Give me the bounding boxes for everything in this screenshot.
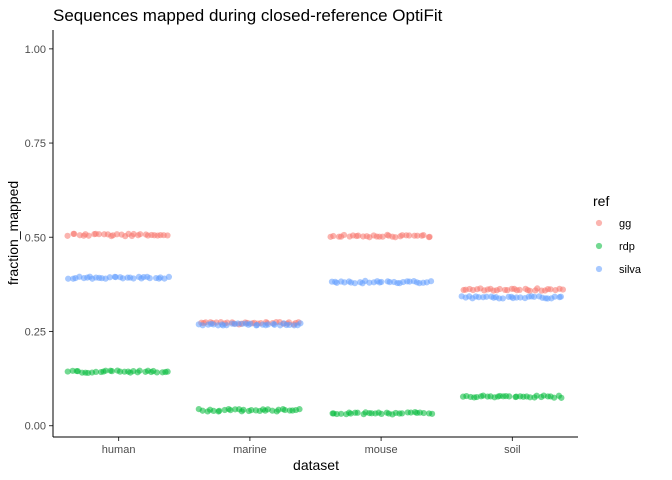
- data-point-rdp-marine: [296, 406, 303, 413]
- data-point-gg-human: [95, 231, 103, 238]
- data-point-silva-soil: [483, 293, 490, 300]
- data-point-gg-soil: [559, 286, 567, 293]
- data-point-rdp-human: [136, 367, 143, 374]
- data-point-rdp-mouse: [420, 409, 427, 417]
- data-point-gg-soil: [516, 286, 523, 294]
- data-point-rdp-mouse: [428, 410, 436, 417]
- data-point-gg-mouse: [414, 232, 421, 239]
- data-point-silva-marine: [264, 321, 272, 328]
- legend-key-rdp: [595, 242, 603, 250]
- data-point-silva-marine: [247, 320, 254, 327]
- legend: ref gg rdp silva: [593, 193, 642, 276]
- y-tick-label: 0.50: [25, 232, 46, 244]
- data-point-rdp-soil: [526, 394, 534, 401]
- data-point-rdp-mouse: [337, 410, 345, 417]
- data-point-silva-marine: [297, 320, 304, 327]
- data-point-silva-human: [106, 274, 113, 281]
- data-point-rdp-marine: [216, 407, 223, 414]
- x-tick-label: mouse: [365, 444, 398, 456]
- data-point-rdp-mouse: [354, 409, 361, 416]
- data-point-rdp-soil: [506, 393, 513, 400]
- y-tick-label: 0.00: [25, 421, 46, 433]
- data-point-silva-marine: [253, 321, 261, 329]
- data-point-silva-human: [112, 274, 119, 281]
- data-point-rdp-marine: [227, 407, 234, 414]
- x-axis: human marine mouse soil: [102, 437, 521, 456]
- data-point-gg-human: [71, 230, 78, 237]
- data-points: [64, 230, 567, 418]
- legend-label-gg: gg: [619, 218, 631, 230]
- data-point-silva-mouse: [427, 278, 435, 285]
- data-point-gg-human: [85, 232, 92, 239]
- legend-title: ref: [593, 193, 609, 209]
- data-point-gg-human: [64, 232, 71, 239]
- data-point-gg-mouse: [355, 232, 362, 239]
- data-point-silva-soil: [557, 293, 564, 300]
- data-point-silva-soil: [517, 294, 524, 301]
- data-point-rdp-marine: [240, 406, 247, 413]
- data-point-silva-human: [130, 275, 137, 282]
- legend-key-silva: [595, 265, 603, 273]
- data-point-silva-soil: [499, 295, 506, 302]
- x-axis-title: dataset: [293, 457, 339, 473]
- x-tick-label: marine: [233, 444, 267, 456]
- data-point-gg-mouse: [330, 232, 337, 240]
- data-point-rdp-human: [164, 368, 171, 375]
- data-point-rdp-marine: [248, 407, 255, 414]
- data-point-silva-marine: [199, 322, 206, 329]
- legend-label-silva: silva: [619, 264, 642, 276]
- data-point-gg-human: [137, 231, 144, 238]
- data-point-gg-mouse: [340, 231, 348, 239]
- data-point-rdp-mouse: [398, 410, 406, 417]
- data-point-silva-marine: [223, 322, 230, 329]
- data-point-gg-mouse: [406, 232, 413, 239]
- data-point-gg-mouse: [392, 234, 399, 241]
- data-point-silva-soil: [551, 293, 558, 300]
- data-point-rdp-human: [102, 367, 109, 374]
- x-tick-label: soil: [504, 444, 521, 456]
- data-point-rdp-human: [116, 368, 124, 375]
- data-point-rdp-marine: [281, 406, 289, 414]
- legend-key-gg: [595, 219, 603, 227]
- y-axis: 0.00 0.25 0.50 0.75 1.00: [25, 44, 53, 433]
- data-point-rdp-soil: [551, 394, 558, 401]
- y-tick-label: 0.25: [25, 326, 46, 338]
- y-tick-label: 0.75: [25, 138, 46, 150]
- data-point-silva-marine: [271, 321, 278, 328]
- data-point-rdp-human: [153, 369, 161, 376]
- chart-title: Sequences mapped during closed-reference…: [53, 6, 443, 25]
- data-point-silva-marine: [286, 321, 293, 328]
- data-point-silva-mouse: [378, 278, 385, 286]
- data-point-silva-soil: [531, 293, 538, 300]
- data-point-gg-mouse: [426, 233, 433, 240]
- data-point-gg-mouse: [420, 232, 427, 239]
- data-point-silva-human: [65, 275, 72, 282]
- data-point-silva-mouse: [351, 280, 358, 287]
- y-tick-label: 1.00: [25, 44, 46, 56]
- data-point-silva-marine: [210, 321, 217, 328]
- data-point-silva-soil: [475, 294, 482, 301]
- data-point-silva-human: [165, 273, 173, 281]
- data-point-rdp-mouse: [378, 410, 385, 417]
- y-axis-title: fraction_mapped: [5, 181, 21, 285]
- data-point-rdp-marine: [199, 407, 206, 414]
- data-point-rdp-soil: [558, 394, 565, 401]
- x-tick-label: human: [102, 444, 136, 456]
- data-point-silva-human: [119, 275, 127, 282]
- data-point-silva-mouse: [366, 279, 373, 286]
- data-point-gg-soil: [496, 285, 503, 293]
- legend-label-rdp: rdp: [619, 241, 635, 253]
- data-point-gg-human: [164, 232, 171, 239]
- data-point-gg-soil: [547, 286, 554, 293]
- data-point-rdp-human: [108, 368, 116, 375]
- data-point-gg-human: [113, 231, 121, 238]
- data-point-gg-soil: [526, 287, 534, 294]
- data-point-rdp-marine: [210, 407, 217, 414]
- data-point-silva-human: [146, 275, 153, 282]
- data-point-rdp-human: [64, 368, 71, 375]
- data-point-rdp-human: [92, 368, 100, 375]
